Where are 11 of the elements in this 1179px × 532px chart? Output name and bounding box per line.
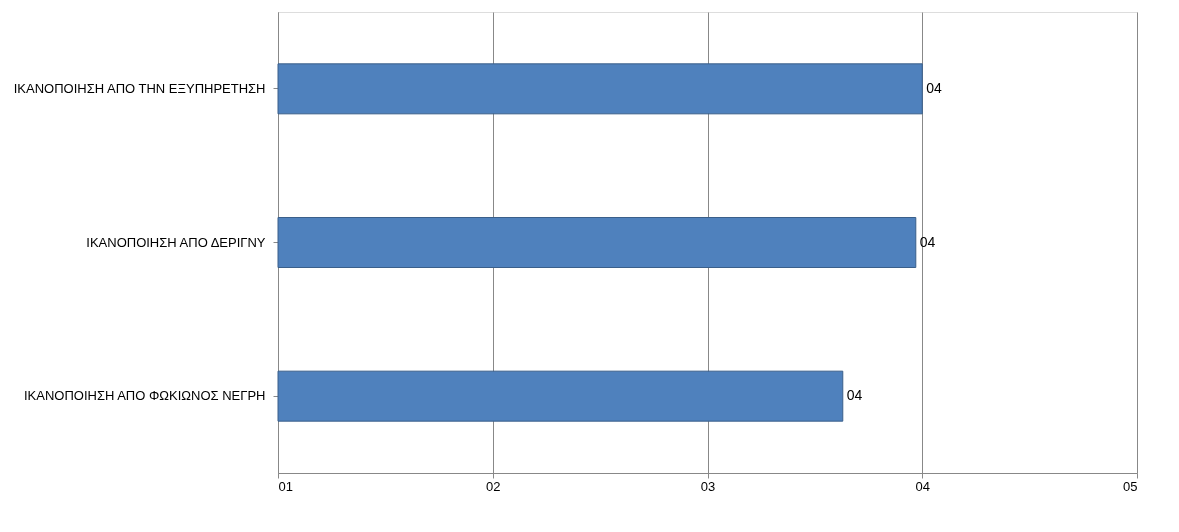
y-tick-label: ΙΚΑΝΟΠΟΙΗΣΗ ΑΠΟ ΔΕΡΙΓΝΥ [86,234,266,250]
data-label: 04 [919,233,936,250]
x-tick-label: 01 [278,478,293,494]
y-tick-label: ΙΚΑΝΟΠΟΙΗΣΗ ΑΠΟ ΦΩΚΙΩΝΟΣ ΝΕΓΡΗ [23,388,266,404]
x-tick-label: 05 [1123,478,1138,494]
x-tick-label: 04 [915,478,930,494]
x-tick-label: 02 [486,478,501,494]
data-label: 04 [846,387,863,404]
x-tick-label: 03 [700,478,716,494]
y-tick-label: ΙΚΑΝΟΠΟΙΗΣΗ ΑΠΟ ΤΗΝ ΕΞΥΠΗΡΕΤΗΣΗ [13,80,266,96]
data-label: 04 [926,79,943,96]
